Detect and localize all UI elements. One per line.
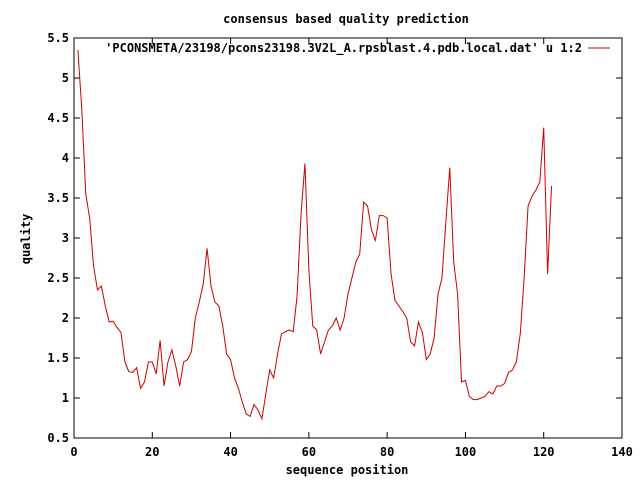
- y-tick-label: 4: [62, 151, 69, 165]
- y-tick-label: 3: [62, 231, 69, 245]
- x-tick-label: 40: [223, 445, 237, 459]
- plot-frame: [73, 37, 623, 439]
- legend-label: 'PCONSMETA/23198/pcons23198.3V2L_A.rpsbl…: [105, 41, 582, 56]
- x-tick-label: 140: [611, 445, 633, 459]
- y-tick-label: 1: [62, 391, 69, 405]
- y-tick-label: 5.5: [47, 31, 69, 45]
- chart-title: consensus based quality prediction: [223, 12, 469, 26]
- x-tick-label: 80: [380, 445, 394, 459]
- y-tick-label: 1.5: [47, 351, 69, 365]
- ticks: 0.5 1 1.5 2 2.5 3 3.5 4 4.5 5 5.5 0 20 40 60 80 100 120 14…: [47, 31, 633, 459]
- x-axis-label: sequence position: [286, 463, 409, 477]
- y-tick-label: 0.5: [47, 431, 69, 445]
- y-tick-label: 2.5: [47, 271, 69, 285]
- legend: 'PCONSMETA/23198/pcons23198.3V2L_A.rpsbl…: [105, 41, 610, 56]
- y-tick-label: 2: [62, 311, 69, 325]
- x-tick-label: 100: [455, 445, 477, 459]
- series-layer: [77, 49, 553, 421]
- y-tick-label: 5: [62, 71, 69, 85]
- y-tick-label: 3.5: [47, 191, 69, 205]
- x-tick-label: 20: [145, 445, 159, 459]
- y-tick-label: 4.5: [47, 111, 69, 125]
- x-tick-label: 60: [302, 445, 316, 459]
- x-tick-label: 120: [533, 445, 555, 459]
- series-line-0: [77, 49, 553, 421]
- x-tick-label: 0: [70, 445, 77, 459]
- y-axis-label: quality: [19, 214, 33, 265]
